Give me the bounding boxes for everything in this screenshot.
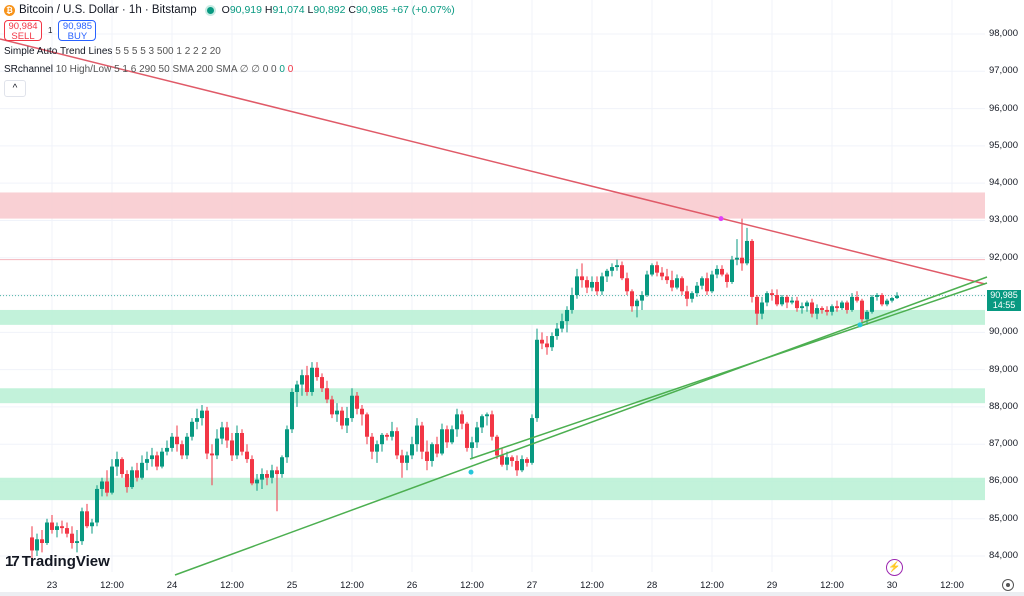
price-tick-label: 93,000 — [988, 214, 1018, 226]
bottom-bar — [0, 592, 1024, 596]
price-tick-label: 85,000 — [988, 512, 1018, 524]
price-tick-label: 84,000 — [988, 550, 1018, 562]
time-tick-label: 28 — [646, 580, 658, 591]
symbol-header[interactable]: ₿ Bitcoin / U.S. Dollar · 1h · Bitstamp … — [4, 3, 455, 17]
time-tick-label: 25 — [286, 580, 298, 591]
trend-lines — [0, 38, 988, 576]
time-tick-label: 24 — [166, 580, 178, 591]
settings-icon[interactable] — [1002, 579, 1014, 591]
candlesticks — [30, 218, 899, 560]
spread-value: 1 — [48, 25, 53, 35]
price-tick-label: 89,000 — [988, 363, 1018, 375]
time-tick-label: 12:00 — [220, 580, 244, 591]
price-tick-label: 86,000 — [988, 475, 1018, 487]
time-tick-label: 27 — [526, 580, 538, 591]
chevron-up-icon: ^ — [12, 83, 18, 94]
collapse-legend-button[interactable]: ^ — [4, 80, 26, 97]
price-tick-label: 94,000 — [988, 177, 1018, 189]
lightning-icon[interactable]: ⚡ — [886, 559, 903, 576]
time-tick-label: 12:00 — [340, 580, 364, 591]
price-tick-label: 87,000 — [988, 438, 1018, 450]
chart-legend: ₿ Bitcoin / U.S. Dollar · 1h · Bitstamp … — [4, 3, 455, 97]
time-tick-label: 23 — [46, 580, 58, 591]
symbol-title[interactable]: Bitcoin / U.S. Dollar · 1h · Bitstamp — [19, 4, 197, 16]
price-tick-label: 96,000 — [988, 102, 1018, 114]
time-tick-label: 12:00 — [460, 580, 484, 591]
buy-button[interactable]: 90,985 BUY — [58, 20, 97, 42]
price-tick-label: 92,000 — [988, 251, 1018, 263]
time-tick-label: 12:00 — [700, 580, 724, 591]
change-value: +67 (+0.07%) — [391, 4, 455, 16]
ohlc-values: O90,919 H91,074 L90,892 C90,985 +67 (+0.… — [221, 4, 455, 16]
sr-zones — [0, 192, 985, 501]
tradingview-mark-icon: 17 — [5, 553, 20, 570]
price-tick-label: 97,000 — [988, 65, 1018, 77]
price-tick-label: 98,000 — [988, 28, 1018, 39]
time-tick-label: 26 — [406, 580, 418, 591]
sell-button[interactable]: 90,984 SELL — [4, 20, 42, 42]
time-tick-label: 12:00 — [940, 580, 964, 591]
time-tick-label: 12:00 — [580, 580, 604, 591]
price-tick-label: 90,000 — [988, 326, 1018, 338]
trade-buttons: 90,984 SELL 1 90,985 BUY — [4, 20, 455, 42]
time-tick-label: 30 — [886, 580, 898, 591]
market-status-dot-icon — [206, 6, 214, 14]
price-tick-label: 95,000 — [988, 139, 1018, 151]
tradingview-logo[interactable]: 17 TradingView — [5, 553, 110, 570]
time-tick-label: 29 — [766, 580, 778, 591]
current-price-tag: 90,985 14:55 — [987, 290, 1021, 311]
time-tick-label: 12:00 — [100, 580, 124, 591]
indicator-trendlines[interactable]: Simple Auto Trend Lines 5 5 5 5 3 500 1 … — [4, 46, 221, 57]
time-tick-label: 12:00 — [820, 580, 844, 591]
indicator-srchannel[interactable]: SRchannel 10 High/Low 5 1 6 290 50 SMA 2… — [4, 64, 294, 75]
price-tick-label: 88,000 — [988, 400, 1018, 412]
pivot-markers — [468, 216, 863, 475]
bitcoin-icon: ₿ — [4, 4, 15, 16]
